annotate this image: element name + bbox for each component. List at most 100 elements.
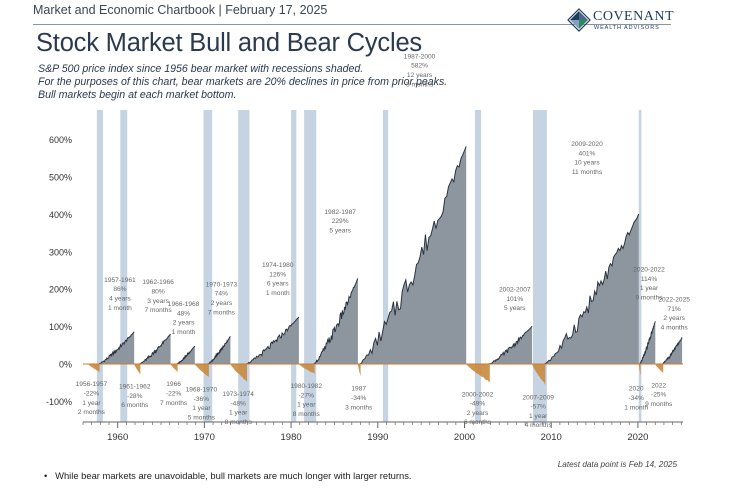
bull-market-label: 1962-1966 <box>142 279 174 286</box>
bull-market-label: 4 years <box>109 296 131 303</box>
bear-market-label: -22% <box>166 391 182 398</box>
bear-market-label: 7 months <box>160 400 188 407</box>
recession-shade <box>238 110 250 422</box>
recession-shade <box>474 110 481 422</box>
bear-market-label: 1 year <box>82 400 101 407</box>
bull-market-label: 3 years <box>147 298 169 305</box>
bear-market-label: 9 months <box>645 401 673 408</box>
bear-market-label: 2 months <box>78 409 106 416</box>
bull-market-area <box>544 214 639 364</box>
bear-market-label: -28% <box>127 393 143 400</box>
bear-market-label: 2007-2009 <box>522 394 554 401</box>
bull-market-label: 2 years <box>663 315 685 322</box>
bear-market-label: -25% <box>651 392 667 399</box>
bull-market-line <box>544 213 640 365</box>
bear-market-label: 4 months <box>525 422 553 429</box>
bear-market-label: 1966 <box>166 381 181 388</box>
bull-market-label: 1982-1987 <box>324 209 356 216</box>
y-tick-label: 400% <box>49 210 72 220</box>
bear-market-label: 1987 <box>351 386 366 393</box>
bull-market-line <box>245 316 300 365</box>
bull-market-area <box>639 321 656 364</box>
bull-market-label: 582% <box>411 63 428 70</box>
recession-shade <box>96 110 103 422</box>
bear-market-area <box>88 364 100 373</box>
bear-market-label: 2022 <box>651 382 666 389</box>
bull-market-line <box>139 333 171 365</box>
recession-shade <box>383 110 389 422</box>
bull-market-label: 126% <box>269 271 286 278</box>
bull-market-area <box>139 334 171 364</box>
recession-shade <box>638 110 642 422</box>
bull-market-label: 5 years <box>329 227 351 234</box>
bear-market-label: 3 months <box>345 404 373 411</box>
bear-market-area <box>298 364 315 375</box>
bull-market-area <box>98 331 135 364</box>
bear-market-label: -27% <box>299 392 315 399</box>
bear-market-label: -57% <box>530 404 546 411</box>
bull-market-line <box>488 325 533 365</box>
bull-market-label: 1 year <box>640 285 659 292</box>
bear-market-label: 6 months <box>464 419 492 426</box>
bull-market-label: 71% <box>668 306 681 313</box>
x-tick-label: 2000 <box>454 432 475 443</box>
bull-market-label: 1974-1980 <box>262 262 294 269</box>
x-tick-label: 1960 <box>107 432 128 443</box>
bull-market-label: 3 months <box>406 81 434 88</box>
bull-market-label: 1966-1968 <box>168 301 200 308</box>
bull-market-line <box>359 146 467 365</box>
bull-market-label: 1 month <box>108 305 132 312</box>
bear-market-label: -34% <box>629 395 645 402</box>
bear-market-label: -36% <box>194 396 210 403</box>
bull-market-label: 5 years <box>504 305 526 312</box>
y-tick-label: 0% <box>59 360 72 370</box>
bull-market-label: 1 month <box>266 290 290 297</box>
bear-market-label: 1 year <box>529 413 548 420</box>
recession-shade <box>203 110 213 422</box>
bear-market-label: 1 year <box>297 402 316 409</box>
bull-market-area <box>359 146 467 364</box>
chart-title: Stock Market Bull and Bear Cycles <box>36 29 422 57</box>
bull-market-area <box>313 278 358 364</box>
x-tick-label: 2010 <box>541 432 562 443</box>
y-tick-label: 200% <box>49 285 72 295</box>
bear-market-label: 1 year <box>229 410 248 417</box>
logo-tagline: WEALTH ADVISORS <box>594 25 660 31</box>
bull-market-label: 1957-1961 <box>104 277 136 284</box>
subtitle-line-1: S&P 500 price index since 1956 bear mark… <box>38 63 364 75</box>
bear-market-label: 1 month <box>624 404 648 411</box>
bull-market-label: 1 month <box>172 329 196 336</box>
bull-market-label: 114% <box>641 276 658 283</box>
bull-market-label: 9 months <box>635 294 663 301</box>
bullet-point: • While bear markets are unavoidable, bu… <box>44 470 412 481</box>
bullet-text: While bear markets are unavoidable, bull… <box>55 470 412 481</box>
y-tick-label: 600% <box>49 135 72 145</box>
bull-market-label: 7 months <box>208 309 236 316</box>
bear-market-label: -34% <box>351 395 367 402</box>
x-tick-label: 1990 <box>367 432 388 443</box>
bear-market-label: 1956-1957 <box>76 381 108 388</box>
bear-market-label: -22% <box>84 391 100 398</box>
bear-market-area <box>170 364 178 373</box>
bear-market-label: 2020 <box>629 386 644 393</box>
bear-market-label: 1980-1982 <box>290 383 322 390</box>
bear-market-label: 8 months <box>293 411 321 418</box>
bear-market-label: 5 months <box>188 414 216 421</box>
bear-market-label: 6 months <box>121 402 149 409</box>
recession-shade <box>304 110 317 422</box>
source-line: Market and Economic Chartbook | February… <box>33 3 328 17</box>
y-tick-label: 500% <box>49 173 72 183</box>
bear-market-label: 1973-1974 <box>222 391 254 398</box>
bull-market-label: 74% <box>215 291 228 298</box>
bull-market-line <box>639 321 656 365</box>
bull-market-line <box>313 278 359 365</box>
company-logo: COVENANT WEALTH ADVISORS <box>567 8 679 36</box>
bull-market-label: 2 years <box>211 300 233 307</box>
bull-market-label: 12 years <box>407 72 433 79</box>
bull-market-label: 2020-2022 <box>633 266 665 273</box>
y-tick-label: 300% <box>49 247 72 257</box>
bull-market-label: 6 years <box>267 281 289 288</box>
chart-subtitle: S&P 500 price index since 1956 bear mark… <box>38 63 447 102</box>
bear-market-area <box>655 364 664 374</box>
